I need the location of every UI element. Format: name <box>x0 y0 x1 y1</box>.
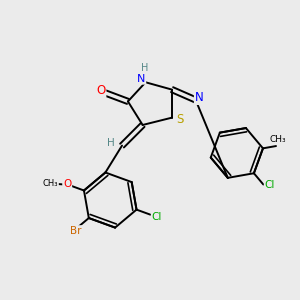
Text: O: O <box>63 179 71 189</box>
Text: S: S <box>176 112 183 126</box>
Text: N: N <box>195 91 203 104</box>
Text: Cl: Cl <box>152 212 162 222</box>
Text: H: H <box>107 138 115 148</box>
Text: Cl: Cl <box>265 179 275 190</box>
Text: N: N <box>137 74 146 84</box>
Text: Br: Br <box>70 226 82 236</box>
Text: O: O <box>96 84 106 97</box>
Text: CH₃: CH₃ <box>269 135 286 144</box>
Text: H: H <box>141 63 149 73</box>
Text: CH₃: CH₃ <box>43 179 58 188</box>
